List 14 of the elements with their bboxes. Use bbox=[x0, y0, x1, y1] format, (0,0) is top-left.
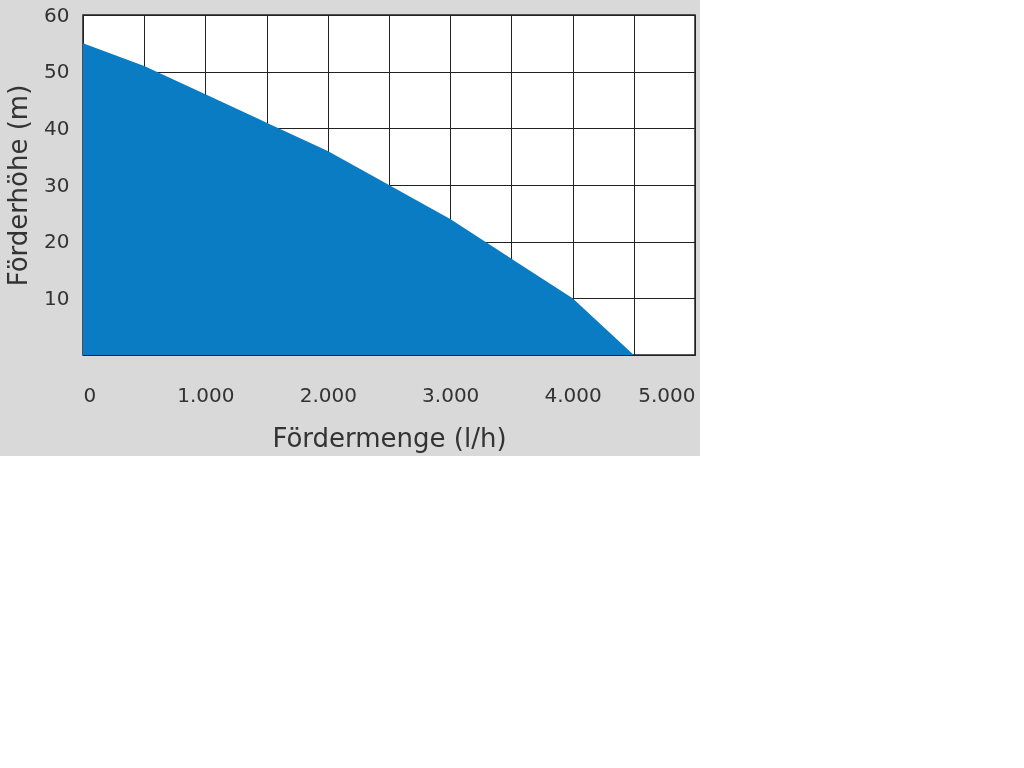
x-tick-label: 0 bbox=[83, 382, 97, 407]
y-tick-label: 30 bbox=[44, 172, 70, 197]
y-tick-label: 50 bbox=[44, 59, 70, 84]
y-axis-title: Förderhöhe (m) bbox=[3, 84, 34, 287]
x-tick-label: 4.000 bbox=[544, 382, 602, 407]
y-tick-label: 60 bbox=[44, 2, 70, 27]
y-tick-label: 20 bbox=[44, 229, 70, 254]
y-tick-label: 40 bbox=[44, 115, 70, 140]
y-tick-label: 10 bbox=[44, 285, 70, 310]
x-tick-label: 1.000 bbox=[177, 382, 235, 407]
x-tick-label: 5.000 bbox=[638, 382, 696, 407]
x-tick-label: 2.000 bbox=[299, 382, 357, 407]
x-tick-label: 3.000 bbox=[422, 382, 480, 407]
x-axis-title: Fördermenge (l/h) bbox=[272, 422, 507, 453]
